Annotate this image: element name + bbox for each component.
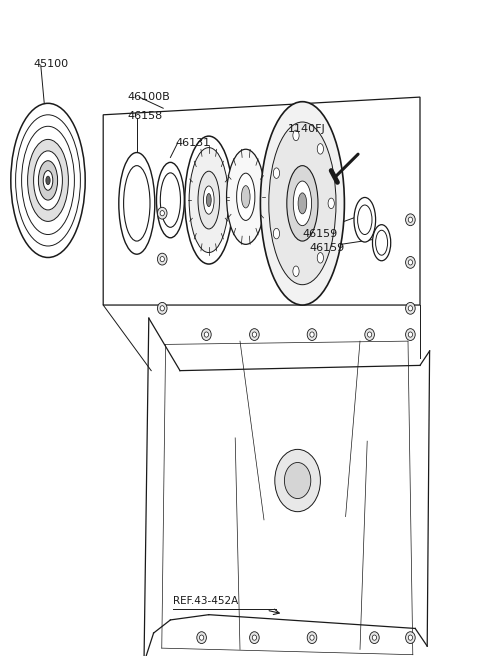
- Ellipse shape: [406, 302, 415, 314]
- Text: 46158: 46158: [127, 112, 162, 121]
- Text: 46131: 46131: [175, 138, 210, 148]
- Ellipse shape: [123, 165, 150, 241]
- Ellipse shape: [372, 635, 377, 640]
- Ellipse shape: [293, 130, 299, 140]
- Ellipse shape: [204, 332, 208, 337]
- Ellipse shape: [27, 140, 69, 222]
- Ellipse shape: [273, 228, 279, 239]
- Ellipse shape: [250, 329, 259, 340]
- Ellipse shape: [200, 635, 204, 640]
- Ellipse shape: [354, 197, 376, 242]
- Ellipse shape: [15, 115, 81, 246]
- Ellipse shape: [307, 632, 317, 644]
- Ellipse shape: [252, 332, 256, 337]
- Ellipse shape: [269, 122, 336, 285]
- Ellipse shape: [408, 217, 413, 222]
- Ellipse shape: [287, 165, 318, 241]
- Ellipse shape: [22, 126, 74, 235]
- Ellipse shape: [293, 266, 299, 277]
- Ellipse shape: [160, 306, 164, 311]
- Text: 45100: 45100: [34, 59, 69, 69]
- Ellipse shape: [46, 176, 50, 185]
- Text: 46100B: 46100B: [127, 92, 170, 102]
- Ellipse shape: [368, 332, 372, 337]
- Text: 1140FJ: 1140FJ: [288, 125, 326, 134]
- Ellipse shape: [157, 302, 167, 314]
- Ellipse shape: [43, 171, 53, 190]
- Ellipse shape: [160, 211, 164, 216]
- Ellipse shape: [34, 151, 62, 210]
- Ellipse shape: [406, 632, 415, 644]
- Ellipse shape: [370, 632, 379, 644]
- Ellipse shape: [185, 136, 233, 264]
- Text: 46159: 46159: [310, 243, 345, 253]
- Ellipse shape: [197, 632, 206, 644]
- Ellipse shape: [408, 635, 413, 640]
- Ellipse shape: [198, 171, 220, 229]
- Ellipse shape: [227, 150, 265, 245]
- Ellipse shape: [376, 230, 388, 255]
- Ellipse shape: [317, 253, 324, 263]
- Ellipse shape: [358, 205, 372, 234]
- Ellipse shape: [408, 306, 413, 311]
- Ellipse shape: [310, 635, 314, 640]
- Ellipse shape: [204, 186, 214, 214]
- Ellipse shape: [241, 186, 250, 208]
- Text: REF.43-452A: REF.43-452A: [173, 596, 238, 605]
- Ellipse shape: [317, 144, 324, 154]
- Ellipse shape: [160, 173, 180, 228]
- Ellipse shape: [157, 253, 167, 265]
- Ellipse shape: [202, 329, 211, 340]
- Ellipse shape: [11, 104, 85, 257]
- Ellipse shape: [408, 260, 413, 265]
- Ellipse shape: [250, 632, 259, 644]
- Ellipse shape: [310, 332, 314, 337]
- Ellipse shape: [284, 462, 311, 499]
- Ellipse shape: [406, 256, 415, 268]
- Text: 46159: 46159: [302, 230, 337, 239]
- Ellipse shape: [273, 168, 279, 178]
- Ellipse shape: [237, 173, 255, 220]
- Ellipse shape: [293, 181, 312, 226]
- Ellipse shape: [38, 161, 58, 200]
- Ellipse shape: [372, 224, 391, 260]
- Ellipse shape: [408, 332, 413, 337]
- Ellipse shape: [307, 329, 317, 340]
- Ellipse shape: [160, 256, 164, 262]
- Ellipse shape: [406, 214, 415, 226]
- Ellipse shape: [328, 198, 334, 209]
- Ellipse shape: [365, 329, 374, 340]
- Ellipse shape: [260, 102, 344, 305]
- Ellipse shape: [275, 449, 321, 512]
- Ellipse shape: [406, 329, 415, 340]
- Ellipse shape: [252, 635, 256, 640]
- Ellipse shape: [156, 162, 184, 238]
- Ellipse shape: [157, 207, 167, 219]
- Ellipse shape: [206, 194, 211, 207]
- Ellipse shape: [298, 193, 307, 214]
- Ellipse shape: [119, 153, 155, 254]
- Ellipse shape: [189, 148, 228, 253]
